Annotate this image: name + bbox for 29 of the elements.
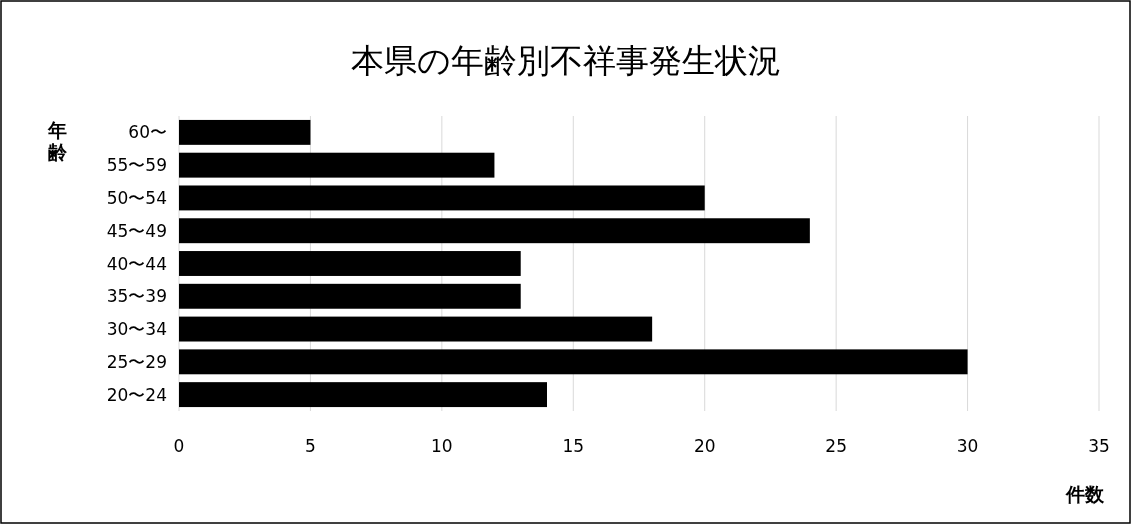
bar [179, 251, 521, 276]
y-tick-label: 55〜59 [106, 155, 167, 176]
bar [179, 382, 547, 408]
x-tick-label: 15 [562, 436, 585, 456]
bar [179, 185, 705, 211]
y-tick-label: 60〜 [128, 122, 167, 143]
y-tick-label: 35〜39 [106, 286, 167, 307]
y-tick-label: 50〜54 [106, 187, 167, 208]
x-tick-label: 0 [173, 436, 185, 456]
bar [179, 218, 810, 244]
bar [179, 283, 521, 309]
bar [179, 316, 653, 342]
x-tick-label: 25 [825, 436, 847, 456]
x-tick-label: 20 [693, 436, 716, 456]
x-tick-label: 30 [956, 436, 979, 456]
y-tick-label: 20〜24 [106, 384, 167, 405]
y-tick-label: 25〜29 [106, 351, 167, 372]
y-tick-label: 40〜44 [106, 253, 167, 274]
bar [179, 119, 311, 145]
y-tick-label: 30〜34 [106, 319, 167, 340]
chart-title: 本県の年齢別不祥事発生状況 [350, 41, 781, 80]
x-tick-label: 35 [1088, 436, 1110, 456]
bar [179, 349, 968, 375]
y-tick-label: 45〜49 [106, 220, 167, 241]
x-axis-title: 件数 [1065, 483, 1105, 505]
x-tick-label: 10 [431, 436, 453, 456]
bar [179, 152, 495, 178]
x-tick-label: 5 [305, 436, 316, 456]
y-axis-title: 年齢 [46, 119, 68, 163]
